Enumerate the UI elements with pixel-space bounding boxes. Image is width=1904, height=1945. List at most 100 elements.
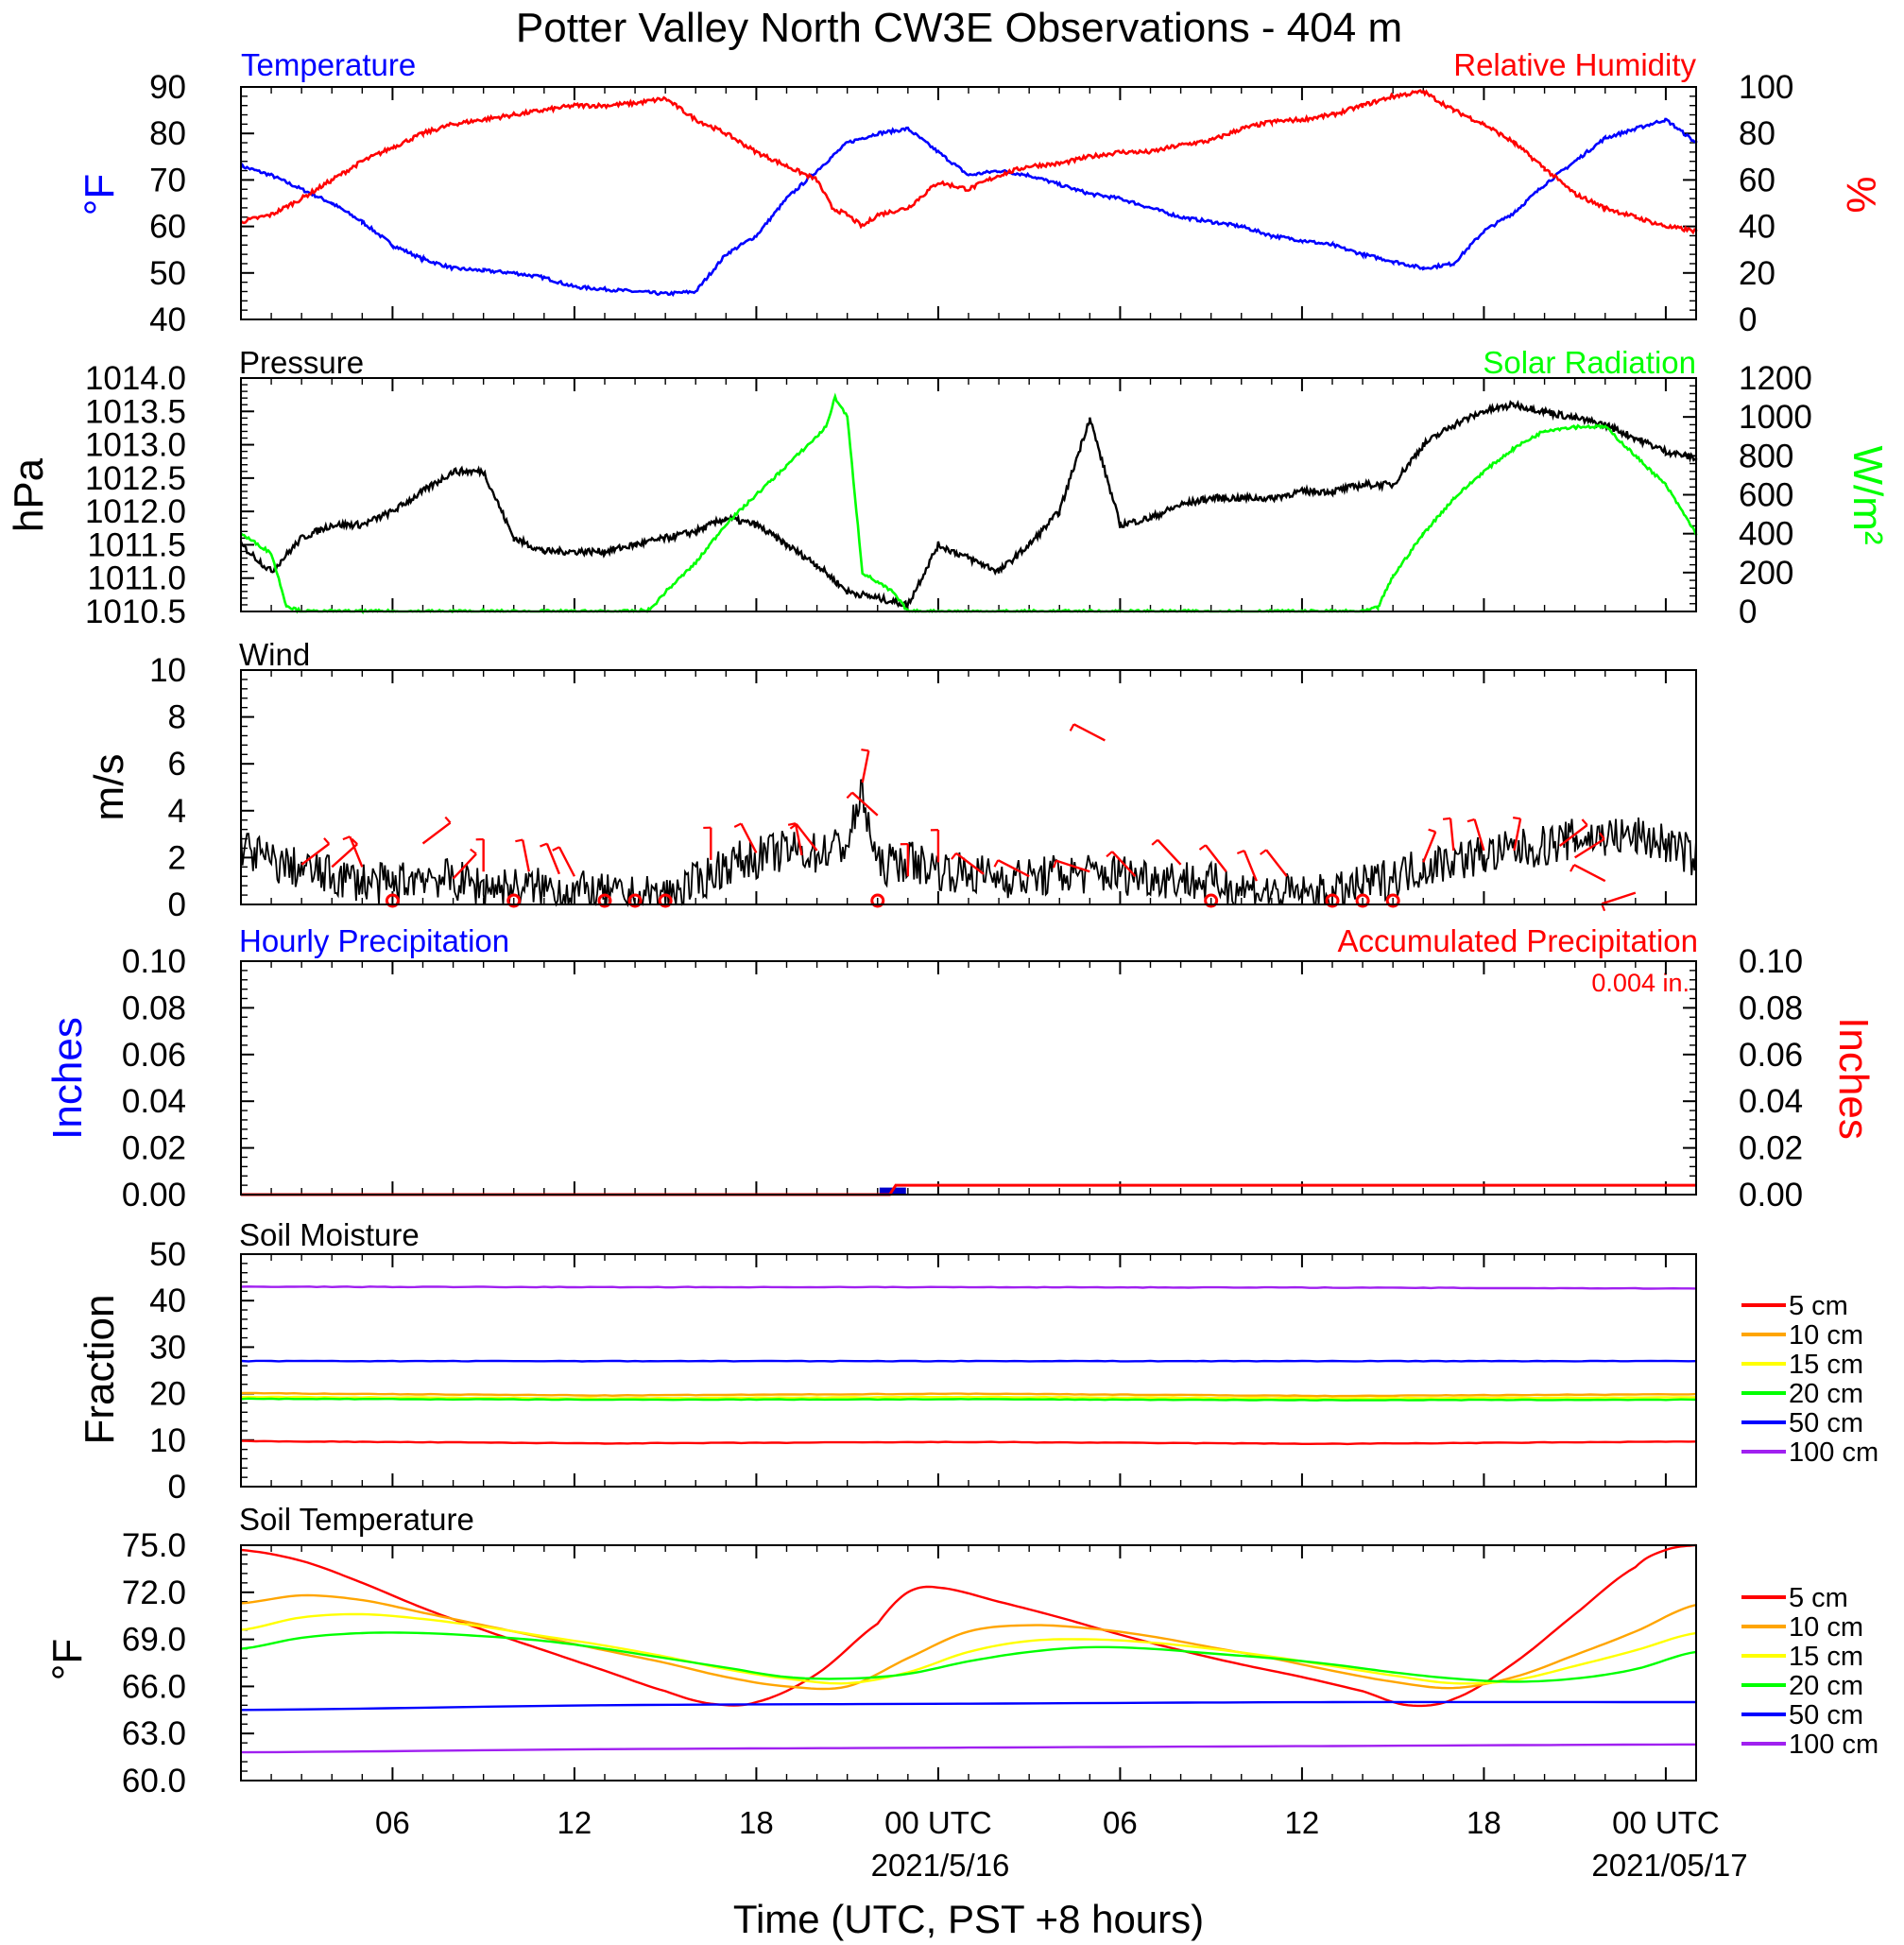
soil-moisture-20cm [240,1397,1697,1402]
x-tick-label: 06 [1103,1805,1138,1840]
figure-title: Potter Valley North CW3E Observations - … [516,5,1402,51]
pres-left-tick-label: 1011.5 [88,526,186,563]
wind-barb [421,821,452,845]
wind-barb [1573,864,1606,883]
precip-right-tick-label: 0.00 [1739,1177,1803,1213]
legend-label: 20 cm [1789,1379,1863,1409]
legend-label: 10 cm [1789,1320,1863,1351]
series-temperature [239,117,1698,298]
temperature-plot-frame [240,86,1697,320]
wind-barb [1265,849,1288,877]
wind-barb [740,822,758,853]
pres-left-tick-label: 1011.0 [88,560,186,597]
calm-wind-circle [1385,893,1400,908]
soil-temperature-panel: Soil Temperature °F 75.0 72.0 69.0 66.0 63.0… [44,1502,1878,1799]
wind-barb-flag [993,859,1000,868]
calm-wind-circle [658,893,673,908]
soil-temperature-title: Soil Temperature [239,1502,474,1537]
series-pressure [239,399,1698,611]
wind-barb [794,823,803,856]
wind-barb-flag [470,848,477,855]
pres-right-tick-label: 0 [1739,594,1757,630]
pres-left-tick-label: 1012.0 [85,493,186,530]
soilt-left-tick-label: 75.0 [122,1527,186,1564]
wind-barb [452,852,477,880]
wind-barb-flag [1570,864,1575,872]
soil-moisture-10cm [240,1391,1697,1398]
wind-barb-flag [1599,832,1605,840]
wind-panel: Wind m/s 10 8 6 4 2 0 [86,637,1697,923]
wind-barb [1558,824,1588,847]
wind-barb [1157,838,1182,866]
precip-right-tick-label: 0.06 [1739,1037,1803,1074]
temp-left-tick-label: 70 [149,162,186,198]
wind-left-tick-label: 2 [168,839,186,876]
wind-left-tick-label: 8 [168,699,186,736]
solar-axis-label: W/m² [1844,445,1891,544]
wind-barb [1072,723,1106,742]
legend-label: 50 cm [1789,1700,1863,1730]
x-tick-label: 12 [1285,1805,1320,1840]
legend-label: 5 cm [1789,1291,1848,1321]
precip-right-tick-label: 0.04 [1739,1083,1803,1120]
calm-wind-circle [1355,893,1370,908]
series-wind-speed [240,779,1697,908]
temp-right-tick-label: 80 [1739,115,1775,152]
wind-barb-flag [1151,838,1158,846]
pres-right-tick-label: 200 [1739,555,1793,592]
series-relative-humidity [240,89,1698,235]
temp-left-tick-label: 60 [149,209,186,246]
humidity-axis-label: % [1838,176,1884,213]
wind-barb-flag [733,822,742,829]
legend-label: 50 cm [1789,1408,1863,1438]
wind-barb [851,791,879,817]
soil-moisture-100cm [240,1285,1697,1290]
soil-moisture-title: Soil Moisture [239,1217,420,1252]
pres-left-tick-label: 1013.5 [85,393,186,430]
wind-barb [1601,891,1637,905]
pressure-plot-frame [240,377,1697,612]
temperature-axis-label: °F [77,174,123,215]
wind-barb [300,842,330,866]
wind-barb [1449,818,1455,852]
precip-right-tick-label: 0.02 [1739,1130,1803,1167]
calm-wind-circle [1325,893,1340,908]
x-tick-label: 00 UTC [1612,1805,1720,1840]
pres-right-tick-label: 800 [1739,438,1793,474]
x-date-1: 2021/5/16 [871,1848,1010,1883]
x-tick-label: 18 [1467,1805,1501,1840]
soil-temperature-20cm [240,1631,1697,1683]
soil-temperature-15cm [240,1612,1697,1685]
legend-label: 20 cm [1789,1671,1863,1701]
legend-label: 15 cm [1789,1642,1863,1672]
wind-barb [1204,844,1227,873]
legend-label: 10 cm [1789,1612,1863,1643]
x-tick-label: 00 UTC [884,1805,992,1840]
soilt-left-tick-label: 69.0 [122,1622,186,1659]
precip-left-tick-label: 0.04 [122,1083,186,1120]
calm-wind-circle [506,893,522,908]
soilm-left-tick-label: 40 [149,1282,186,1319]
wind-barb-flag [342,835,351,841]
calm-wind-circle [597,893,612,908]
pressure-solar-panel: Pressure Solar Radiation hPa W/m² 1014.0… [6,345,1891,630]
soilt-left-tick-label: 63.0 [122,1715,186,1752]
series-solar-radiation [240,392,1698,615]
precip-left-tick-label: 0.08 [122,990,186,1026]
wind-plot-frame [240,669,1697,905]
wind-barb [1574,837,1605,859]
pressure-axis-label: hPa [6,457,52,532]
x-tick-label: 06 [375,1805,410,1840]
wind-barb-flag [1260,849,1267,855]
temp-right-tick-label: 40 [1739,209,1775,246]
wind-barb [522,839,530,872]
pres-right-tick-label: 1000 [1739,399,1812,436]
precip-left-tick-label: 0.10 [122,943,186,980]
wind-title: Wind [239,637,310,672]
wind-barb [545,843,560,875]
wind-barb [1243,850,1258,882]
wind-barb-flag [1442,817,1451,820]
soil-temperature-10cm [240,1593,1697,1691]
